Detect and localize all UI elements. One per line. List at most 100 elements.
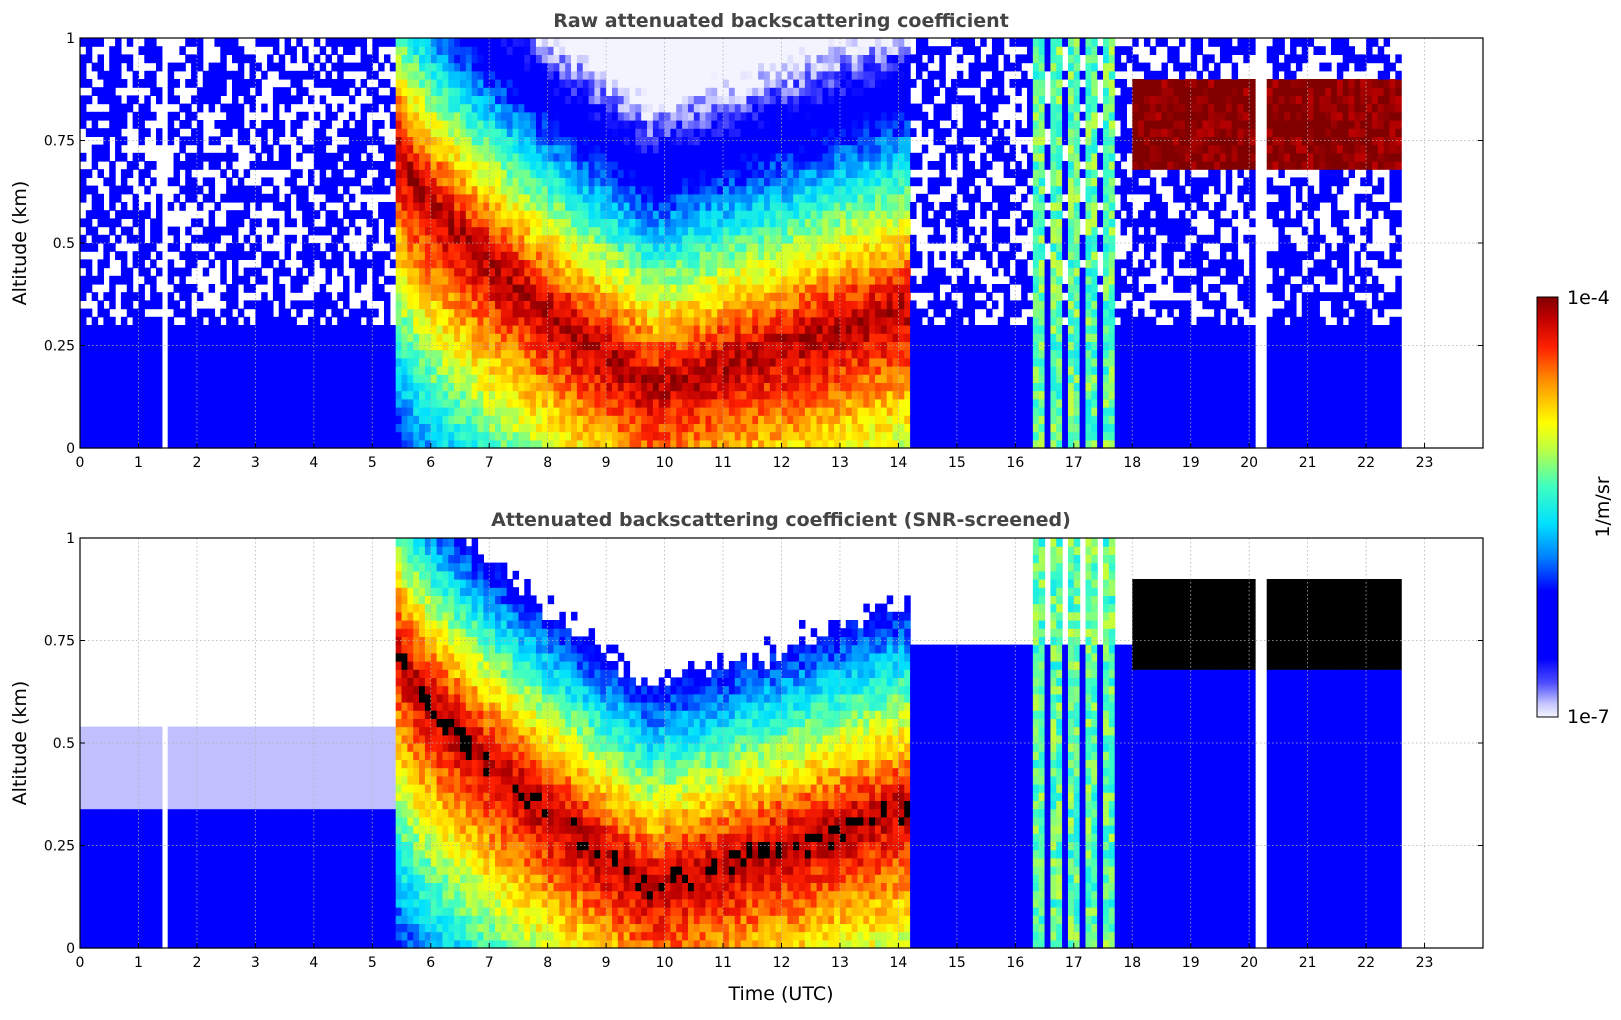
heatmap-cell bbox=[705, 382, 712, 392]
heatmap-cell bbox=[150, 349, 157, 359]
heatmap-cell bbox=[547, 316, 555, 326]
heatmap-cell bbox=[553, 79, 560, 88]
heatmap-cell bbox=[647, 202, 654, 211]
heatmap-cell bbox=[120, 177, 128, 187]
heatmap-cell bbox=[553, 144, 560, 154]
heatmap-cell bbox=[290, 95, 297, 105]
heatmap-cell bbox=[401, 300, 408, 310]
heatmap-cell bbox=[459, 325, 467, 334]
heatmap-cell bbox=[623, 243, 631, 252]
heatmap-cell bbox=[126, 390, 134, 400]
heatmap-cell bbox=[185, 226, 192, 236]
heatmap-cell bbox=[606, 267, 613, 277]
heatmap-cell bbox=[740, 193, 748, 203]
heatmap-cell bbox=[471, 193, 479, 203]
heatmap-cell bbox=[647, 374, 654, 383]
heatmap-cell bbox=[723, 349, 730, 359]
heatmap-cell bbox=[746, 103, 753, 113]
heatmap-cell bbox=[115, 185, 122, 195]
heatmap-cell bbox=[383, 325, 391, 334]
heatmap-cell bbox=[588, 341, 596, 351]
heatmap-cell bbox=[378, 161, 385, 170]
heatmap-cell bbox=[226, 407, 233, 416]
heatmap-cell bbox=[407, 202, 414, 211]
heatmap-cell bbox=[436, 193, 444, 203]
heatmap-cell bbox=[606, 439, 613, 449]
heatmap-cell bbox=[606, 349, 613, 359]
heatmap-cell bbox=[676, 308, 683, 318]
heatmap-cell bbox=[284, 234, 292, 244]
heatmap-cell bbox=[272, 284, 280, 293]
heatmap-cell bbox=[185, 251, 192, 260]
heatmap-cell bbox=[477, 243, 484, 252]
heatmap-cell bbox=[576, 38, 584, 47]
heatmap-cell bbox=[629, 128, 636, 137]
heatmap-cell bbox=[150, 284, 157, 293]
heatmap-cell bbox=[652, 431, 660, 441]
heatmap-cell bbox=[395, 308, 403, 318]
heatmap-cell bbox=[389, 152, 397, 162]
heatmap-cell bbox=[354, 136, 362, 146]
heatmap-cell bbox=[185, 103, 192, 113]
heatmap-cell bbox=[600, 111, 607, 121]
heatmap-cell bbox=[617, 308, 625, 318]
heatmap-cell bbox=[360, 267, 368, 277]
heatmap-cell bbox=[167, 292, 175, 301]
heatmap-cell bbox=[500, 259, 508, 269]
heatmap-cell bbox=[711, 193, 718, 203]
heatmap-cell bbox=[682, 70, 689, 80]
heatmap-cell bbox=[442, 316, 449, 326]
heatmap-cell bbox=[576, 333, 584, 342]
heatmap-cell bbox=[518, 185, 525, 195]
heatmap-cell bbox=[103, 243, 110, 252]
heatmap-cell bbox=[500, 390, 508, 400]
heatmap-cell bbox=[541, 177, 549, 187]
heatmap-cell bbox=[699, 144, 707, 154]
heatmap-cell bbox=[202, 423, 210, 433]
heatmap-cell bbox=[746, 161, 753, 170]
heatmap-cell bbox=[693, 316, 701, 326]
heatmap-cell bbox=[734, 70, 742, 80]
heatmap-cell bbox=[366, 70, 373, 80]
heatmap-cell bbox=[664, 152, 672, 162]
heatmap-cell bbox=[658, 292, 666, 301]
heatmap-cell bbox=[319, 136, 327, 146]
heatmap-cell bbox=[670, 431, 677, 441]
heatmap-cell bbox=[606, 316, 613, 326]
heatmap-cell bbox=[413, 120, 420, 129]
heatmap-cell bbox=[255, 333, 262, 342]
heatmap-cell bbox=[629, 316, 636, 326]
heatmap-cell bbox=[167, 111, 175, 121]
heatmap-cell bbox=[635, 226, 642, 236]
heatmap-cell bbox=[196, 292, 204, 301]
heatmap-cell bbox=[693, 185, 701, 195]
heatmap-cell bbox=[647, 308, 654, 318]
heatmap-cell bbox=[687, 144, 695, 154]
heatmap-cell bbox=[237, 70, 245, 80]
heatmap-cell bbox=[728, 300, 736, 310]
heatmap-cell bbox=[547, 193, 555, 203]
heatmap-cell bbox=[699, 234, 707, 244]
heatmap-cell bbox=[518, 349, 525, 359]
heatmap-cell bbox=[167, 398, 175, 408]
heatmap-cell bbox=[588, 275, 596, 285]
heatmap-cell bbox=[676, 210, 683, 219]
heatmap-cell bbox=[120, 111, 128, 121]
heatmap-cell bbox=[553, 325, 560, 334]
heatmap-cell bbox=[331, 62, 338, 72]
heatmap-cell bbox=[401, 46, 408, 55]
heatmap-cell bbox=[284, 243, 292, 252]
heatmap-cell bbox=[687, 415, 695, 424]
heatmap-cell bbox=[231, 316, 239, 326]
heatmap-cell bbox=[144, 333, 151, 342]
heatmap-cell bbox=[576, 46, 584, 55]
heatmap-cell bbox=[436, 275, 444, 285]
heatmap-cell bbox=[103, 234, 110, 244]
heatmap-cell bbox=[208, 161, 216, 170]
heatmap-cell bbox=[535, 128, 543, 137]
heatmap-cell bbox=[629, 111, 636, 121]
heatmap-cell bbox=[559, 374, 566, 383]
heatmap-cell bbox=[436, 284, 444, 293]
heatmap-cell bbox=[647, 226, 654, 236]
heatmap-cell bbox=[296, 120, 303, 129]
